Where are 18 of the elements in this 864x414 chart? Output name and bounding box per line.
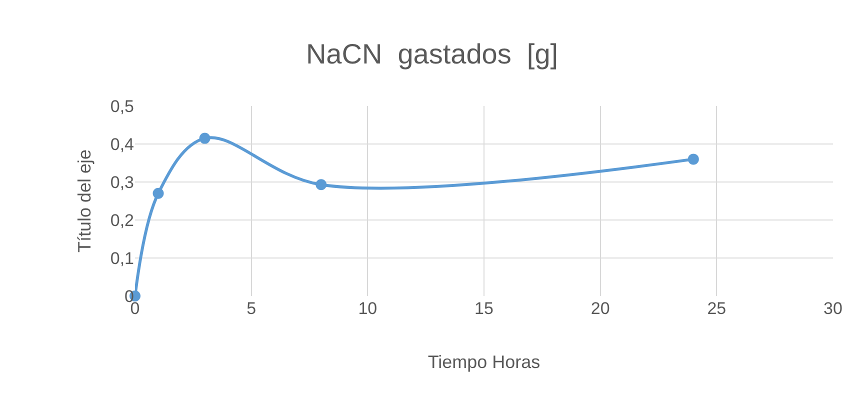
x-tick-label: 10 bbox=[358, 299, 378, 318]
y-tick-label: 0,2 bbox=[110, 210, 134, 230]
point bbox=[152, 188, 164, 199]
y-tick-label: 0,5 bbox=[110, 96, 134, 116]
x-tick-label: 15 bbox=[474, 299, 494, 318]
x-tick-label: 30 bbox=[824, 299, 842, 318]
point bbox=[316, 179, 327, 190]
x-axis-title: Tiempo Horas bbox=[428, 352, 540, 372]
y-axis-title: Título del eje bbox=[74, 149, 95, 253]
x-tick-label: 20 bbox=[590, 299, 610, 318]
point bbox=[688, 154, 699, 165]
y-tick-label: 0,3 bbox=[110, 172, 134, 192]
y-tick-label: 0,1 bbox=[110, 248, 134, 268]
y-tick-label: 0,4 bbox=[110, 134, 134, 154]
point bbox=[199, 132, 210, 144]
x-tick-label: 25 bbox=[707, 299, 726, 318]
chart-title: NaCN gastados [g] bbox=[306, 38, 558, 70]
x-tick-label: 5 bbox=[246, 299, 256, 318]
